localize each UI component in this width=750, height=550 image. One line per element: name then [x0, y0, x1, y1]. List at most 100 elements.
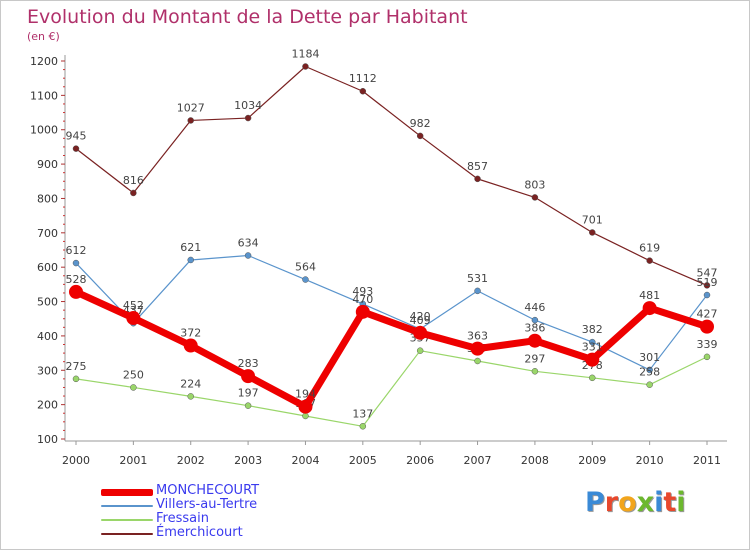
data-point	[527, 333, 542, 348]
data-label: 363	[467, 330, 488, 343]
data-label: 250	[123, 368, 144, 381]
data-label: 427	[697, 308, 718, 321]
data-point	[470, 341, 485, 356]
legend-item-villers-au-tertre: Villers-au-Tertre	[101, 497, 361, 513]
legend-label: Fressain	[156, 511, 209, 526]
data-point	[589, 229, 596, 236]
series-line	[75, 65, 708, 286]
x-tick-label: 2006	[406, 454, 434, 467]
data-point	[703, 353, 711, 361]
legend-label: Villers-au-Tertre	[156, 497, 258, 512]
x-tick-label: 2010	[636, 454, 664, 467]
y-tick-label: 800	[37, 192, 58, 205]
data-point	[302, 412, 309, 420]
data-label: 137	[352, 407, 373, 420]
data-point	[589, 374, 596, 382]
data-label: 258	[639, 366, 660, 379]
data-point	[187, 393, 194, 400]
x-tick-label: 2007	[464, 454, 492, 467]
data-label: 297	[524, 352, 545, 365]
data-point	[646, 257, 653, 264]
data-point	[244, 252, 252, 259]
y-tick-label: 400	[37, 330, 58, 343]
data-label: 409	[410, 314, 431, 327]
x-tick-label: 2002	[177, 454, 205, 467]
chart-title: Evolution du Montant de la Dette par Hab…	[27, 6, 468, 28]
data-point	[126, 311, 141, 326]
data-label: 275	[66, 360, 87, 373]
legend-label: MONCHECOURT	[156, 483, 260, 498]
data-label: 857	[467, 160, 488, 173]
data-label: 224	[180, 377, 201, 390]
data-label: 331	[582, 341, 603, 354]
data-point	[72, 145, 80, 152]
data-point	[359, 87, 367, 95]
data-label: 194	[295, 388, 316, 401]
series-line	[75, 350, 708, 427]
data-label: 619	[639, 242, 660, 255]
data-point	[474, 357, 481, 365]
data-point	[531, 368, 539, 375]
legend-item-fressain: Fressain	[101, 511, 361, 527]
legend-swatch	[101, 519, 153, 521]
x-tick-label: 2003	[234, 454, 262, 467]
data-point	[700, 319, 714, 334]
data-point	[302, 276, 309, 283]
data-label: 945	[66, 130, 87, 143]
y-tick-label: 300	[37, 364, 58, 377]
data-point	[413, 325, 428, 340]
y-tick-label: 1000	[30, 124, 58, 137]
data-point	[703, 291, 711, 299]
data-label: 197	[238, 387, 259, 400]
data-point	[642, 301, 657, 316]
data-point	[187, 256, 194, 264]
data-label: 493	[352, 285, 373, 298]
data-label: 816	[123, 174, 144, 187]
y-tick-label: 1200	[30, 55, 58, 68]
data-point	[183, 338, 198, 353]
data-label: 982	[410, 117, 431, 130]
data-point	[298, 399, 313, 414]
data-point	[187, 117, 194, 124]
data-label: 420	[410, 310, 431, 323]
data-label: 803	[524, 178, 545, 191]
legend-swatch	[101, 505, 153, 507]
x-tick-label: 2001	[119, 454, 147, 467]
y-tick-label: 600	[37, 261, 58, 274]
series-line	[74, 288, 709, 411]
data-label: 701	[582, 213, 603, 226]
y-tick-label: 900	[37, 158, 58, 171]
data-label: 1184	[291, 47, 319, 60]
data-point	[69, 284, 83, 299]
data-point	[244, 114, 252, 122]
legend-swatch	[101, 489, 153, 496]
x-tick-label: 2008	[521, 454, 549, 467]
data-point	[72, 259, 80, 267]
data-label: 1034	[234, 99, 262, 112]
data-point	[359, 423, 367, 430]
data-label: 612	[66, 244, 87, 257]
data-label: 1112	[349, 72, 377, 85]
data-point	[72, 375, 80, 383]
data-label: 564	[295, 261, 316, 274]
data-label: 470	[352, 293, 373, 306]
legend-swatch	[101, 533, 153, 535]
y-tick-label: 200	[37, 399, 58, 412]
data-label: 547	[697, 266, 718, 279]
data-point	[703, 282, 711, 289]
data-label: 339	[697, 338, 718, 351]
chart-legend: MONCHECOURT Villers-au-Tertre Fressain É…	[101, 483, 361, 541]
legend-item-monchecourt: MONCHECOURT	[101, 483, 361, 499]
data-label: 452	[123, 299, 144, 312]
series-line	[75, 254, 708, 371]
data-label: 1027	[177, 101, 205, 114]
data-label: 531	[467, 272, 488, 285]
y-tick-label: 100	[37, 433, 58, 446]
data-point	[241, 369, 256, 384]
data-point	[589, 338, 596, 346]
data-label: 528	[66, 273, 87, 286]
data-point	[130, 189, 137, 197]
data-label: 283	[238, 357, 259, 370]
